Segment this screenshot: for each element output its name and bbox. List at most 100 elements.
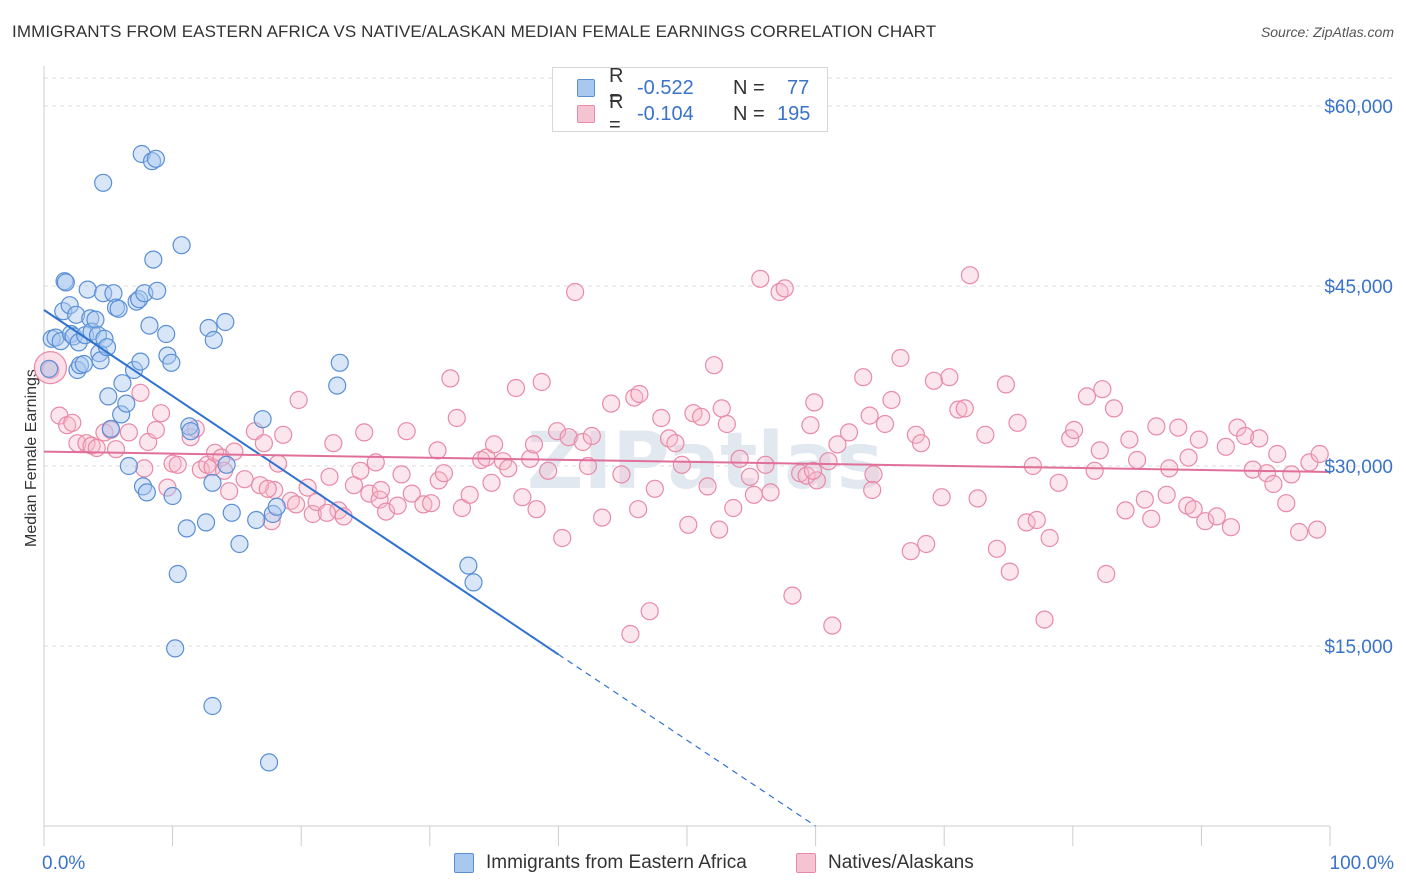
- natives-point: [527, 500, 546, 519]
- legend-row-eastern-africa: R = -0.522 N = 77: [577, 65, 810, 110]
- natives-point: [220, 482, 239, 501]
- natives-point: [949, 400, 968, 419]
- natives-point: [1120, 430, 1139, 449]
- natives-point: [566, 282, 585, 302]
- eastern-africa-point: [67, 305, 86, 324]
- natives-point: [803, 461, 823, 480]
- natives-point: [414, 495, 433, 514]
- natives-point: [1135, 490, 1154, 509]
- natives-point: [1023, 456, 1043, 476]
- natives-point: [131, 383, 150, 402]
- legend-n-label: N =: [733, 102, 765, 125]
- natives-point: [602, 394, 621, 413]
- natives-point: [1196, 512, 1215, 531]
- natives-point: [901, 542, 920, 561]
- natives-point: [924, 371, 944, 390]
- eastern-africa-point: [112, 405, 131, 424]
- eastern-africa-point: [55, 272, 74, 291]
- eastern-africa-point: [78, 280, 97, 299]
- natives-point: [1264, 474, 1283, 494]
- eastern-africa-point: [60, 296, 79, 315]
- natives-point: [1308, 520, 1327, 539]
- natives-point: [891, 348, 910, 368]
- natives-point: [1189, 430, 1208, 449]
- eastern-africa-point: [131, 352, 150, 371]
- natives-point: [1221, 518, 1241, 537]
- natives-point: [672, 455, 691, 474]
- eastern-africa-point: [217, 455, 236, 474]
- eastern-africa-point: [148, 281, 167, 300]
- natives-point: [351, 461, 370, 480]
- eastern-africa-point: [40, 359, 59, 378]
- natives-point: [783, 586, 802, 605]
- natives-point: [1093, 380, 1112, 399]
- eastern-africa-point: [230, 534, 249, 554]
- natives-point: [1142, 509, 1161, 528]
- natives-point: [819, 452, 838, 471]
- natives-point: [482, 473, 501, 492]
- natives-point: [254, 434, 274, 453]
- natives-point: [751, 269, 770, 288]
- eastern-africa-point: [86, 310, 105, 329]
- eastern-africa-point: [74, 354, 93, 374]
- natives-point: [119, 423, 138, 442]
- natives-point: [652, 408, 671, 428]
- eastern-africa-point: [166, 639, 185, 658]
- eastern-africa-point: [328, 376, 347, 395]
- eastern-africa-point: [267, 497, 286, 516]
- natives-point: [740, 467, 760, 486]
- natives-point: [960, 266, 980, 285]
- y-tick-label: $30,000: [1324, 457, 1393, 478]
- natives-point: [258, 479, 277, 498]
- natives-point: [968, 489, 987, 508]
- natives-point: [756, 455, 775, 474]
- natives-point: [274, 425, 293, 444]
- x-tick-labels: 0.0% 100.0%: [42, 853, 1394, 874]
- natives-point: [1179, 448, 1198, 467]
- natives-point: [548, 422, 567, 441]
- natives-point: [63, 413, 82, 432]
- natives-point: [801, 416, 820, 435]
- legend-label-eastern-africa: Immigrants from Eastern Africa: [486, 852, 747, 873]
- natives-point: [1236, 426, 1255, 446]
- natives-point-cluster: [33, 351, 68, 385]
- legend-r-label: R =: [609, 65, 624, 110]
- natives-point: [698, 477, 717, 496]
- eastern-africa-point: [162, 353, 181, 372]
- natives-point: [932, 488, 951, 507]
- natives-point: [1310, 444, 1329, 464]
- natives-point: [513, 488, 532, 507]
- eastern-africa-point: [117, 394, 136, 413]
- natives-point: [940, 368, 959, 387]
- natives-point: [1000, 562, 1019, 581]
- legend-n-value: 77: [787, 76, 810, 99]
- natives-point: [1216, 437, 1235, 456]
- eastern-africa-point: [144, 250, 163, 269]
- natives-point: [324, 434, 343, 453]
- natives-point: [428, 441, 447, 460]
- natives-point: [168, 455, 187, 474]
- natives-point: [1282, 465, 1301, 484]
- natives-point: [421, 494, 441, 513]
- natives-point: [1085, 461, 1104, 480]
- natives-point: [724, 498, 743, 518]
- natives-point: [863, 480, 882, 500]
- natives-point: [775, 279, 794, 298]
- natives-point: [629, 500, 648, 519]
- natives-point: [485, 435, 504, 454]
- natives-point: [1040, 528, 1059, 548]
- natives-point: [1290, 522, 1309, 542]
- eastern-africa-point: [253, 410, 272, 429]
- natives-point: [376, 502, 396, 521]
- eastern-africa-point: [177, 519, 196, 538]
- eastern-africa-trend-extension: [558, 653, 816, 827]
- y-tick-label: $45,000: [1324, 277, 1393, 298]
- eastern-africa-trend-line: [43, 309, 559, 656]
- legend-row-natives: R = -0.104 N = 195: [577, 91, 810, 136]
- series-legend: Immigrants from Eastern Africa Natives/A…: [0, 852, 1406, 878]
- natives-point: [1027, 510, 1046, 530]
- natives-point: [447, 408, 466, 428]
- legend-n-label: N =: [733, 76, 765, 99]
- natives-point: [1169, 418, 1188, 437]
